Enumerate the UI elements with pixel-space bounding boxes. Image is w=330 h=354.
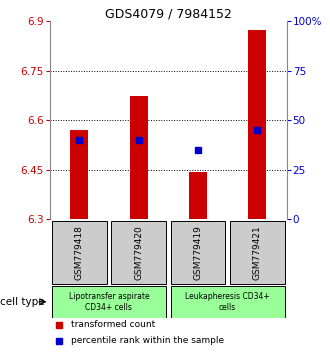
Text: Leukapheresis CD34+
cells: Leukapheresis CD34+ cells [185, 292, 270, 312]
Text: GSM779419: GSM779419 [193, 225, 203, 280]
Bar [111, 221, 166, 284]
Bar [171, 286, 285, 318]
Title: GDS4079 / 7984152: GDS4079 / 7984152 [105, 7, 232, 20]
Text: GSM779418: GSM779418 [75, 225, 84, 280]
Bar [230, 221, 285, 284]
Text: GSM779420: GSM779420 [134, 225, 143, 280]
Text: percentile rank within the sample: percentile rank within the sample [71, 336, 224, 345]
Bar [248, 30, 266, 219]
Bar [171, 221, 225, 284]
Bar [52, 221, 107, 284]
Text: GSM779421: GSM779421 [253, 225, 262, 280]
Text: Lipotransfer aspirate
CD34+ cells: Lipotransfer aspirate CD34+ cells [69, 292, 149, 312]
Bar [189, 172, 207, 219]
Bar [130, 97, 148, 219]
Text: transformed count: transformed count [71, 320, 155, 329]
Text: cell type: cell type [0, 297, 45, 307]
Bar [70, 130, 88, 219]
Bar [52, 286, 166, 318]
